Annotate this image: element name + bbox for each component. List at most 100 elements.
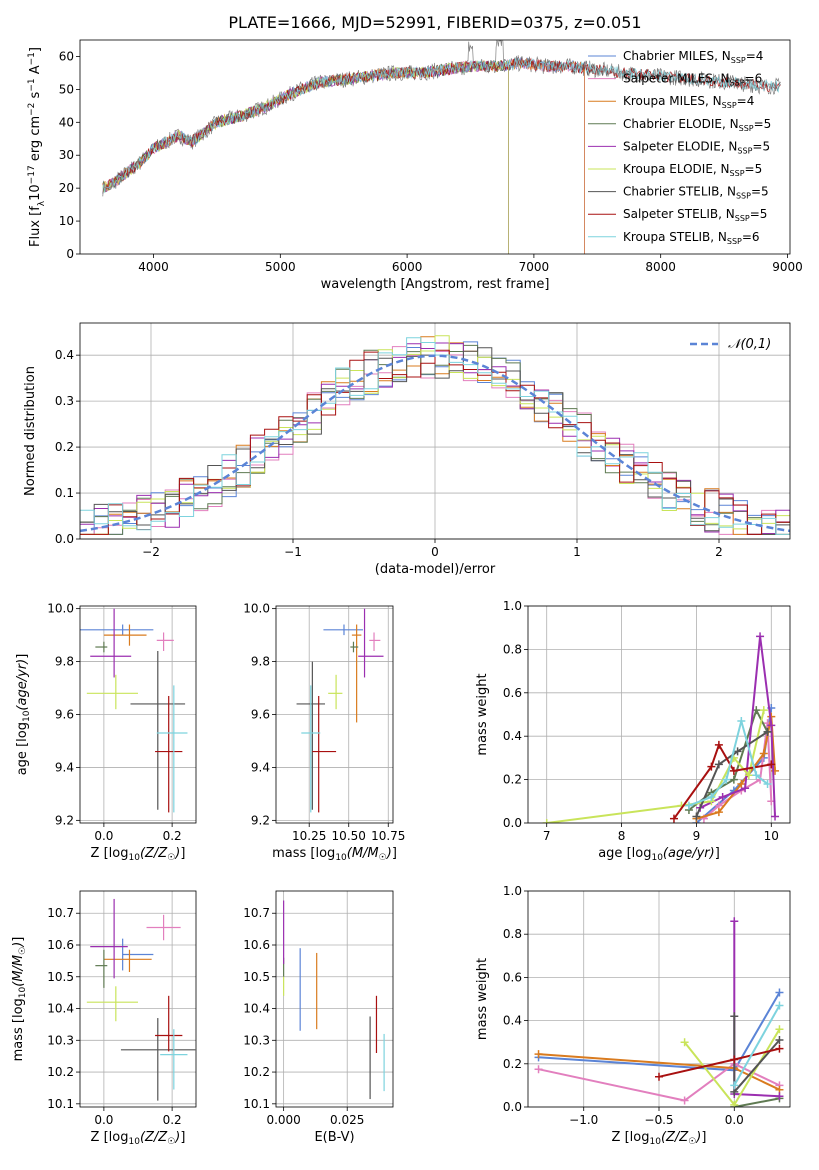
axes-frame: [275, 890, 394, 1108]
x-tick-label: 10.75: [371, 829, 405, 843]
y-tick-label: 1.0: [503, 599, 522, 613]
y-tick-label: 0.2: [55, 440, 74, 454]
weight-marker: [542, 819, 551, 823]
x-axis-label: (data-model)/error: [375, 562, 496, 577]
weight-marker: [707, 762, 716, 771]
legend-entry: Chabrier STELIB, NSSP=5: [588, 185, 769, 201]
x-tick-label: −0.5: [644, 1113, 673, 1127]
legend-count: =5: [754, 117, 772, 131]
axes-frame: [79, 39, 791, 255]
weight-marker: [775, 1025, 784, 1034]
weight-marker: [775, 988, 784, 997]
label-part: erg cm: [28, 116, 43, 165]
label-part: 10: [28, 184, 43, 201]
x-tick-label: 8: [618, 829, 626, 843]
y-axis-label: mass [log10(M/M☉)]: [11, 937, 28, 1062]
legend-name: Salpeter STELIB, N: [623, 207, 735, 221]
weight-marker: [730, 1081, 739, 1090]
y-tick-label: 9.8: [55, 655, 74, 669]
x-axis-label: Z [log10(Z/Z☉)]: [91, 846, 186, 863]
model-spectrum: [102, 57, 781, 193]
axes-frame: [79, 890, 197, 1108]
x-tick-label: 9: [693, 829, 701, 843]
label-part: mass [log: [272, 846, 335, 861]
label-part: ]: [701, 1130, 706, 1145]
error-bar: [95, 641, 108, 653]
label-part: (Z/Z: [661, 1130, 689, 1145]
error-bars: [296, 608, 384, 813]
label-part: ): [11, 942, 26, 948]
axes-frame: [275, 605, 394, 824]
weight-marker: [771, 812, 780, 821]
x-tick-label: 10.25: [292, 829, 326, 843]
y-tick-label: 0: [66, 247, 74, 261]
x-tick-label: −1.0: [569, 1113, 598, 1127]
label-part: 10: [649, 1137, 661, 1147]
weight-lines: [542, 632, 780, 823]
label-part: Z [log: [91, 1130, 129, 1145]
legend-sub: SSP: [735, 214, 750, 223]
y-tick-label: 10.4: [47, 1002, 74, 1016]
label-part: ]: [28, 47, 43, 52]
legend-label: Kroupa MILES, NSSP=4: [623, 94, 754, 110]
weight-marker: [669, 814, 678, 823]
legend-count: =5: [751, 185, 769, 199]
legend-label: Chabrier MILES, NSSP=4: [623, 49, 763, 65]
label-part: age [log: [598, 846, 651, 861]
error-bar: [155, 995, 183, 1052]
y-tick-label: 0.4: [503, 1014, 522, 1028]
weight-marker: [763, 727, 772, 736]
label-part: −17: [27, 165, 37, 184]
weight-marker: [775, 1036, 784, 1045]
legend-count: =5: [750, 207, 768, 221]
residual-histogram-panel: −2 −1 0 1 2 0.0 0.1 0.2 0.3 0.4 (data-model)/error…: [23, 322, 791, 577]
error-bar: [130, 650, 186, 810]
label-part: 10: [335, 853, 347, 863]
y-tick-label: 9.4: [55, 760, 74, 774]
y-tick-label: 0.0: [55, 532, 74, 546]
weight-series: [734, 1097, 780, 1107]
x-axis-label: Z [log10(Z/Z☉)]: [612, 1130, 707, 1147]
y-tick-label: 0.4: [503, 729, 522, 743]
weight-marker: [707, 792, 716, 801]
x-axis-label: Z [log10(Z/Z☉)]: [91, 1130, 186, 1147]
x-tick-label: −1: [284, 545, 302, 559]
x-tick-label: 8000: [645, 260, 676, 274]
x-tick-label: 10.50: [332, 829, 366, 843]
weight-lines: [534, 917, 784, 1107]
weight-marker: [534, 1065, 543, 1074]
weight-series: [688, 717, 769, 807]
weight-marker: [680, 1038, 689, 1047]
legend-name: Salpeter MILES, N: [623, 72, 730, 86]
label-part: −1: [27, 78, 37, 91]
error-bar: [369, 632, 381, 651]
y-tick-label: 30: [59, 148, 74, 162]
legend-sub: SSP: [739, 124, 754, 133]
label-part: (age/yr): [663, 846, 715, 861]
legend-name: Salpeter ELODIE, N: [623, 139, 737, 153]
y-axis-label: mass weight: [475, 958, 490, 1040]
x-axis-label: mass [log10(M/M☉)]: [272, 846, 397, 863]
weight-marker: [775, 1044, 784, 1053]
label-part: 10: [651, 853, 663, 863]
y-tick-label: 10.3: [243, 1033, 270, 1047]
y-tick-label: 10.6: [243, 938, 270, 952]
y-tick-label: 9.2: [251, 813, 270, 827]
label-part: −1: [27, 52, 37, 65]
legend-name: Kroupa STELIB, N: [623, 230, 727, 244]
age-vs-metallicity-panel: 0.0 0.29.29.49.69.810.0Z [log10(Z/Z☉)]age…: [15, 602, 197, 863]
error-bar: [86, 674, 138, 710]
y-tick-label: 10.2: [47, 1065, 74, 1079]
y-tick-label: 0.4: [55, 348, 74, 362]
axes-frame: [79, 605, 197, 824]
y-tick-label: 10.5: [243, 970, 270, 984]
y-axis-label: Normed distribution: [23, 366, 38, 496]
y-axis-label: Flux [fλ10−17 erg cm−2 s−1 A−1]: [27, 47, 47, 247]
axes-frame: [79, 322, 791, 540]
mass-weight-vs-metallicity-panel: −1.0 −0.5 0.0 0.0 0.2 0.4 0.6 0.8 1.0 mass weight…: [475, 884, 791, 1147]
y-tick-label: 0.8: [503, 927, 522, 941]
weight-marker: [759, 706, 768, 715]
error-bar: [122, 938, 154, 971]
legend-name: Kroupa MILES, N: [623, 94, 722, 108]
